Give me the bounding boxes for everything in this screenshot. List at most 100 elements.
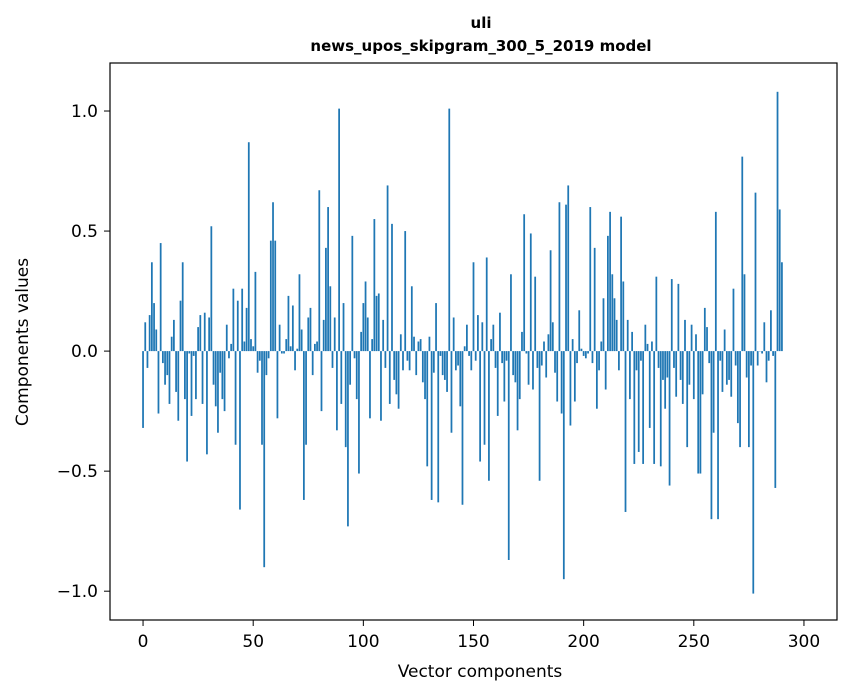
bar <box>439 351 442 356</box>
bar <box>651 341 653 352</box>
bar <box>426 351 429 467</box>
x-tick-label: 150 <box>457 632 489 652</box>
bar <box>686 351 689 448</box>
bar <box>734 351 737 366</box>
bar <box>679 351 682 380</box>
bar <box>776 91 779 352</box>
bar <box>291 305 294 352</box>
bar <box>314 343 316 352</box>
chart-subtitle: news_upos_skipgram_300_5_2019 model <box>310 37 651 55</box>
bar <box>199 315 202 352</box>
bar <box>714 211 717 352</box>
x-tick-label: 100 <box>347 632 379 652</box>
bar <box>388 351 391 404</box>
bar <box>518 351 521 400</box>
bar <box>217 351 219 433</box>
bar <box>364 281 367 352</box>
bar <box>287 295 290 352</box>
y-tick-label: 0.5 <box>71 222 98 242</box>
y-tick-label: 1.0 <box>71 102 98 122</box>
bar <box>186 351 188 462</box>
bar <box>443 351 446 380</box>
bar <box>369 351 371 419</box>
bar <box>730 351 733 397</box>
bar <box>384 351 387 368</box>
bar <box>441 351 444 376</box>
bar <box>336 351 338 431</box>
bar <box>490 339 492 352</box>
bar <box>298 274 301 352</box>
bar <box>474 351 477 361</box>
bar <box>622 281 625 352</box>
bar <box>721 351 724 392</box>
bar <box>454 351 457 371</box>
bar <box>587 351 589 354</box>
bar <box>725 351 728 385</box>
bar <box>613 298 616 352</box>
x-axis: 0 50 100 150 200 250 300 <box>138 620 820 652</box>
bar <box>496 351 499 416</box>
bar <box>571 339 574 352</box>
x-tick-label: 200 <box>567 632 599 652</box>
bar <box>373 219 376 352</box>
bar <box>316 341 318 352</box>
x-tick-label: 300 <box>788 632 820 652</box>
bar <box>635 351 638 371</box>
bar <box>311 351 314 376</box>
bar <box>258 351 261 361</box>
bar <box>413 336 415 352</box>
bar <box>410 286 413 352</box>
bar <box>230 343 233 352</box>
bar <box>657 351 660 368</box>
bar <box>223 351 226 412</box>
bar <box>421 351 424 383</box>
bar <box>168 351 171 404</box>
bar <box>283 351 285 354</box>
bar <box>512 351 515 376</box>
bar <box>551 322 554 352</box>
bar <box>276 351 279 419</box>
bar <box>380 351 382 421</box>
bar <box>190 351 193 416</box>
bar <box>342 303 345 352</box>
bar <box>637 351 640 452</box>
bar <box>560 351 563 414</box>
bar <box>241 288 244 352</box>
bar <box>228 351 230 359</box>
bar <box>408 351 411 371</box>
bar <box>470 351 473 371</box>
bar <box>208 317 211 352</box>
bar <box>481 322 484 352</box>
bar <box>595 351 598 409</box>
bar <box>212 351 215 385</box>
bar <box>529 233 532 352</box>
bar <box>540 351 543 366</box>
bar <box>684 319 686 352</box>
bar <box>325 247 327 352</box>
bar <box>448 108 451 352</box>
bar <box>580 348 583 352</box>
bar <box>247 142 250 352</box>
bar <box>558 202 561 352</box>
bar <box>272 202 274 352</box>
bar <box>320 351 323 412</box>
bar <box>424 351 426 400</box>
bar <box>329 286 332 352</box>
bar <box>355 351 358 400</box>
bar <box>642 351 645 464</box>
bar <box>589 207 592 352</box>
bar <box>609 211 611 352</box>
bar <box>353 351 356 359</box>
bar <box>371 339 374 352</box>
bar <box>221 351 224 400</box>
bar <box>195 351 197 400</box>
bar <box>688 351 691 385</box>
bar <box>142 351 144 428</box>
bar <box>778 209 781 352</box>
bar <box>278 324 281 352</box>
bar <box>640 351 642 361</box>
bar <box>399 334 402 352</box>
bar <box>774 351 777 488</box>
bar <box>437 351 440 503</box>
bar <box>752 351 755 594</box>
